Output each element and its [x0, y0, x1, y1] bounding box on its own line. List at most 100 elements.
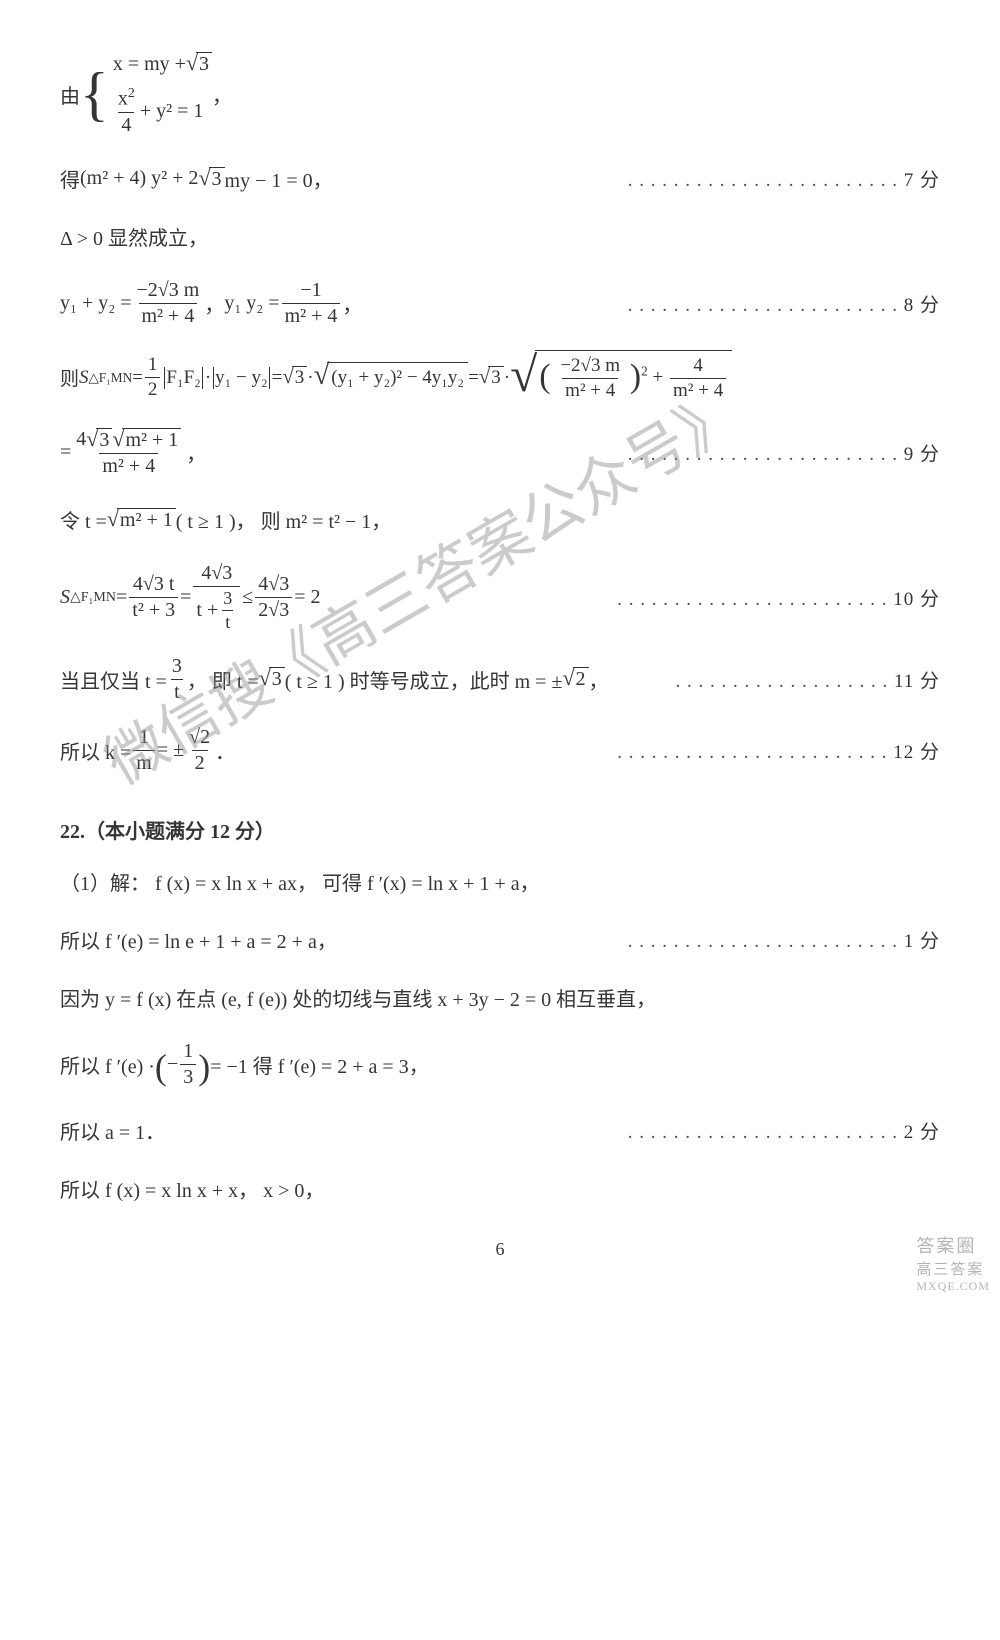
text: F₁F₂	[164, 367, 202, 389]
text: 因为 y = f (x) 在点 (e, f (e)) 处的切线与直线 x + 3…	[60, 983, 656, 1012]
leader-dots: . . . . . . . . . . . . . . . . . . . . …	[617, 742, 887, 763]
text: =	[60, 441, 71, 464]
text: = −1 得 f ′(e) = 2 + a = 3，	[210, 1050, 429, 1079]
text: （1）解： f (x) = x ln x + ax， 可得 f ′(x) = l…	[60, 867, 540, 896]
equation-line: y₁ + y₂ = −2√3 m m² + 4 ， y₁ y₂ = −1 m² …	[60, 279, 940, 328]
text: 3	[269, 667, 285, 691]
score-mark: 7 分	[898, 170, 940, 191]
score-mark: 8 分	[898, 295, 940, 316]
text: 2	[128, 86, 135, 101]
text: ≤	[242, 586, 253, 609]
text: △F₁MN	[70, 589, 116, 606]
text: 得	[60, 164, 80, 193]
text: x	[118, 88, 128, 110]
text: 3	[488, 366, 504, 389]
text: 1	[145, 354, 161, 377]
equation-line: 由 { x = my + √3 x2 4 + y² = 1 ，	[60, 52, 940, 137]
text: (y₁ + y₂)² − 4y₁y₂	[327, 362, 468, 393]
leader-dots: . . . . . . . . . . . . . . . . . . . . …	[628, 295, 898, 316]
text: =	[272, 367, 283, 389]
leader-dots: . . . . . . . . . . . . . . . . . . . . …	[628, 1122, 898, 1143]
equation-line: 所以 k = 1m = ± √22 ． . . . . . . . . . . …	[60, 726, 940, 775]
text: 4	[118, 112, 134, 137]
text: ( t ≥ 1 ) 时等号成立，此时 m = ±	[285, 665, 563, 694]
text: 则	[60, 364, 79, 391]
text: ·	[205, 367, 211, 389]
text: 2	[145, 377, 161, 401]
text: √2	[186, 726, 213, 750]
text: t +	[196, 599, 218, 622]
brace-icon: {	[80, 67, 109, 121]
text: m² + 4	[99, 453, 158, 478]
equation-line: 令 t = √m² + 1 ( t ≥ 1 )， 则 m² = t² − 1，	[60, 500, 940, 540]
text: +	[653, 367, 668, 388]
text: 1	[136, 726, 152, 750]
text: 2√3	[255, 597, 292, 622]
text: 所以 f ′(e) ·	[60, 1050, 155, 1079]
equation-line: 则 S△F₁MN = 12 F₁F₂ · y₁ − y₂ = √3 · √(y₁…	[60, 350, 940, 406]
text: 所以 a = 1．	[60, 1116, 165, 1145]
text: ，	[342, 289, 362, 318]
leader-dots: . . . . . . . . . . . . . . . . . . . . …	[617, 589, 887, 610]
equation-line: （1）解： f (x) = x ln x + ax， 可得 f ′(x) = l…	[60, 862, 940, 902]
text: my − 1 = 0，	[225, 164, 333, 193]
text: ，	[212, 80, 232, 109]
text: 由	[60, 80, 80, 109]
text: t	[222, 610, 233, 633]
equation-line: S△F₁MN = 4√3 tt² + 3 = 4√3 t + 3t ≤ 4√32…	[60, 562, 940, 633]
text: 4	[76, 428, 86, 451]
text: 1	[180, 1040, 196, 1064]
text: ，	[204, 289, 224, 318]
leader-dots: . . . . . . . . . . . . . . . . . . . . …	[628, 444, 898, 465]
text: ．	[215, 736, 235, 765]
text: 令 t =	[60, 505, 107, 534]
text: S	[79, 367, 89, 389]
text: ( t ≥ 1 )， 则 m² = t² − 1，	[176, 505, 392, 534]
equation-line: 所以 f (x) = x ln x + x， x > 0，	[60, 1169, 940, 1209]
text: =	[116, 586, 127, 609]
score-mark: 10 分	[887, 589, 940, 610]
equation-line: = 4 √3 √m² + 1 m² + 4 ， . . . . . . . . …	[60, 428, 940, 478]
page-number: 6	[60, 1239, 940, 1260]
leader-dots: . . . . . . . . . . . . . . . . . . .	[675, 671, 888, 692]
text: S	[60, 586, 70, 609]
text: △F₁MN	[89, 370, 133, 386]
text: m² + 1	[117, 508, 176, 532]
text: =	[468, 367, 479, 389]
equation-line: 所以 a = 1． . . . . . . . . . . . . . . . …	[60, 1111, 940, 1151]
watermark-corner: 答案圈 高三答案 MXQE.COM	[916, 1232, 990, 1294]
section-title: 22.（本小题满分 12 分）	[60, 815, 940, 844]
text: x = my +	[113, 53, 186, 76]
equation-line: 得 (m² + 4) y² + 2 √3 my − 1 = 0， . . . .…	[60, 159, 940, 199]
text: ， 即 t =	[187, 665, 259, 694]
text: ，	[186, 438, 206, 467]
text: 4√3 t	[130, 573, 178, 597]
leader-dots: . . . . . . . . . . . . . . . . . . . . …	[628, 170, 898, 191]
text: 2	[641, 363, 648, 378]
equation-line: 当且仅当 t = 3t ， 即 t = √3 ( t ≥ 1 ) 时等号成立，此…	[60, 655, 940, 704]
text: t	[171, 679, 183, 704]
text: 4	[690, 355, 706, 378]
score-mark: 1 分	[898, 931, 940, 952]
text: m² + 4	[562, 378, 618, 402]
equation-line: 所以 f ′(e) = ln e + 1 + a = 2 + a， . . . …	[60, 920, 940, 960]
equation-line: 因为 y = f (x) 在点 (e, f (e)) 处的切线与直线 x + 3…	[60, 978, 940, 1018]
text: t² + 3	[129, 597, 178, 622]
text: = ±	[157, 739, 184, 762]
score-mark: 11 分	[888, 671, 940, 692]
text: 4√3	[255, 573, 292, 597]
text: y₁ + y₂ =	[60, 292, 132, 315]
text: y₁ y₂ =	[224, 292, 279, 315]
text: 3	[180, 1064, 196, 1089]
text: m² + 4	[670, 378, 726, 402]
text: =	[180, 586, 191, 609]
text: −2√3 m	[557, 355, 623, 378]
text: m² + 4	[282, 303, 341, 328]
score-mark: 2 分	[898, 1122, 940, 1143]
text: −2√3 m	[134, 279, 203, 303]
text: 高三答案	[916, 1258, 990, 1279]
text: 4√3	[198, 562, 235, 586]
text: y₁ − y₂	[213, 367, 269, 389]
text: 3	[169, 655, 185, 679]
text: Δ > 0 显然成立，	[60, 222, 208, 251]
